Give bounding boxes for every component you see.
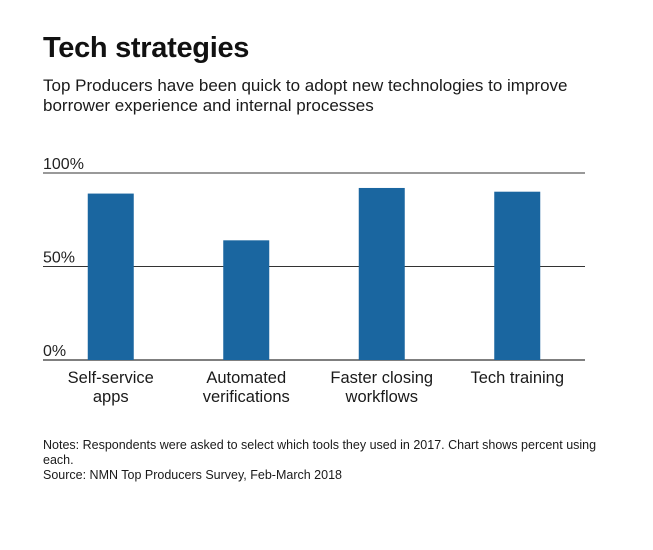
y-tick-label: 100% [43, 156, 84, 173]
x-category-label: Tech training [470, 369, 564, 387]
x-category-label-line: Tech training [470, 369, 564, 387]
x-category-label-line: workflows [345, 388, 418, 406]
bar [223, 240, 270, 360]
bar [87, 193, 134, 360]
x-category-label: Self-service apps [68, 369, 154, 406]
chart-title: Tech strategies [43, 32, 250, 64]
x-category-label-line: apps [93, 388, 129, 406]
x-category-label-line: Automated [206, 369, 286, 387]
bar [494, 191, 541, 360]
chart-subtitle: Top Producers have been quick to adopt n… [43, 76, 568, 115]
x-category-label: Automated verifications [203, 369, 290, 406]
x-category-label-line: verifications [203, 388, 290, 406]
x-category-label-line: Faster closing [330, 369, 433, 387]
chart-notes: Notes: Respondents were asked to select … [43, 438, 618, 483]
bar [358, 187, 405, 360]
x-category-label-line: Self-service [68, 369, 154, 387]
notes-text: Notes: Respondents were asked to select … [43, 438, 597, 467]
bar-chart: 0% 50% 100% Self-service apps Automated verifi… [43, 156, 585, 406]
source-text: Source: NMN Top Producers Survey, Feb-Ma… [43, 468, 342, 482]
y-tick-label: 50% [43, 250, 75, 267]
x-category-label: Faster closing workflows [330, 369, 433, 406]
y-tick-label: 0% [43, 343, 66, 360]
